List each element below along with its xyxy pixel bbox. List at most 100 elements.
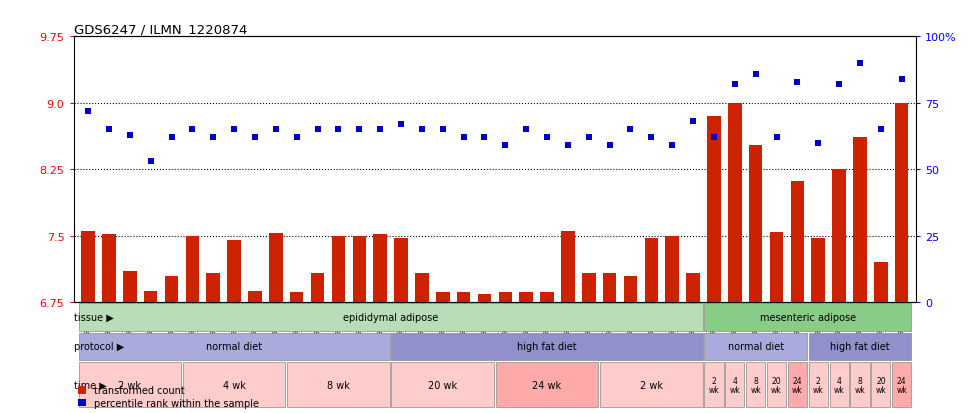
Point	[393, 121, 409, 128]
Bar	[290, 292, 304, 303]
Text: 8 wk: 8 wk	[327, 380, 350, 390]
Text: 4
wk: 4 wk	[729, 376, 740, 394]
Point	[707, 135, 722, 141]
Point	[143, 159, 159, 165]
Point	[435, 127, 451, 133]
Point	[894, 76, 909, 83]
Bar	[248, 291, 262, 303]
Point	[164, 135, 179, 141]
Text: epididymal adipose: epididymal adipose	[343, 312, 438, 322]
Bar	[227, 241, 241, 303]
Point	[310, 127, 325, 133]
FancyBboxPatch shape	[78, 333, 390, 360]
Point	[727, 82, 743, 88]
Point	[247, 135, 263, 141]
Bar	[665, 236, 679, 303]
Point	[268, 127, 283, 133]
Point	[352, 127, 368, 133]
Point	[581, 135, 597, 141]
FancyBboxPatch shape	[600, 363, 703, 408]
Text: 4 wk: 4 wk	[222, 380, 246, 390]
FancyBboxPatch shape	[705, 304, 911, 331]
Text: 4
wk: 4 wk	[834, 376, 845, 394]
FancyBboxPatch shape	[871, 363, 891, 408]
Point	[685, 119, 701, 126]
Bar	[270, 234, 282, 303]
Bar	[791, 181, 805, 303]
Bar	[623, 276, 637, 303]
Bar	[603, 273, 616, 303]
Point	[372, 127, 388, 133]
Text: high fat diet: high fat diet	[830, 342, 890, 351]
Bar	[519, 292, 533, 303]
Bar	[874, 263, 888, 303]
Point	[456, 135, 471, 141]
FancyBboxPatch shape	[496, 363, 599, 408]
Text: 2
wk: 2 wk	[812, 376, 823, 394]
Point	[518, 127, 534, 133]
FancyBboxPatch shape	[705, 363, 723, 408]
Bar	[81, 232, 95, 303]
FancyBboxPatch shape	[287, 363, 390, 408]
Bar	[540, 292, 554, 303]
Bar	[311, 273, 324, 303]
Text: GDS6247 / ILMN_1220874: GDS6247 / ILMN_1220874	[74, 23, 247, 36]
Point	[873, 127, 889, 133]
Legend: transformed count, percentile rank within the sample: transformed count, percentile rank withi…	[78, 385, 259, 408]
Bar	[645, 238, 659, 303]
FancyBboxPatch shape	[391, 333, 703, 360]
Point	[498, 143, 514, 150]
Point	[602, 143, 617, 150]
Point	[810, 140, 826, 147]
Bar	[185, 236, 199, 303]
Point	[561, 143, 576, 150]
FancyBboxPatch shape	[808, 363, 828, 408]
Bar	[477, 294, 491, 303]
Text: 24 wk: 24 wk	[532, 380, 562, 390]
Point	[206, 135, 221, 141]
Point	[414, 127, 429, 133]
Text: normal diet: normal diet	[206, 342, 263, 351]
Bar	[144, 291, 158, 303]
Bar	[353, 236, 367, 303]
FancyBboxPatch shape	[788, 363, 807, 408]
Bar	[686, 273, 700, 303]
Text: 20
wk: 20 wk	[771, 376, 782, 394]
Text: time ▶: time ▶	[74, 380, 107, 390]
Text: 2
wk: 2 wk	[709, 376, 719, 394]
Bar	[165, 276, 178, 303]
FancyBboxPatch shape	[78, 304, 703, 331]
Bar	[708, 117, 720, 303]
Text: 24
wk: 24 wk	[897, 376, 907, 394]
Text: 20
wk: 20 wk	[875, 376, 886, 394]
FancyBboxPatch shape	[78, 363, 181, 408]
Point	[122, 132, 137, 139]
Point	[748, 71, 763, 78]
Text: normal diet: normal diet	[727, 342, 784, 351]
Point	[539, 135, 555, 141]
Point	[80, 108, 96, 115]
Text: 8
wk: 8 wk	[751, 376, 761, 394]
Bar	[102, 235, 116, 303]
Point	[184, 127, 200, 133]
Bar	[331, 236, 345, 303]
Point	[853, 60, 868, 67]
Bar	[728, 104, 742, 303]
Text: 24
wk: 24 wk	[792, 376, 803, 394]
FancyBboxPatch shape	[725, 363, 745, 408]
Point	[831, 82, 847, 88]
Point	[664, 143, 680, 150]
Bar	[123, 272, 136, 303]
FancyBboxPatch shape	[851, 363, 869, 408]
Bar	[832, 170, 846, 303]
Bar	[582, 273, 596, 303]
FancyBboxPatch shape	[183, 363, 285, 408]
Bar	[207, 273, 220, 303]
Bar	[457, 292, 470, 303]
Point	[622, 127, 638, 133]
FancyBboxPatch shape	[767, 363, 786, 408]
FancyBboxPatch shape	[746, 363, 765, 408]
Bar	[499, 292, 513, 303]
Point	[226, 127, 242, 133]
Text: 2 wk: 2 wk	[640, 380, 662, 390]
